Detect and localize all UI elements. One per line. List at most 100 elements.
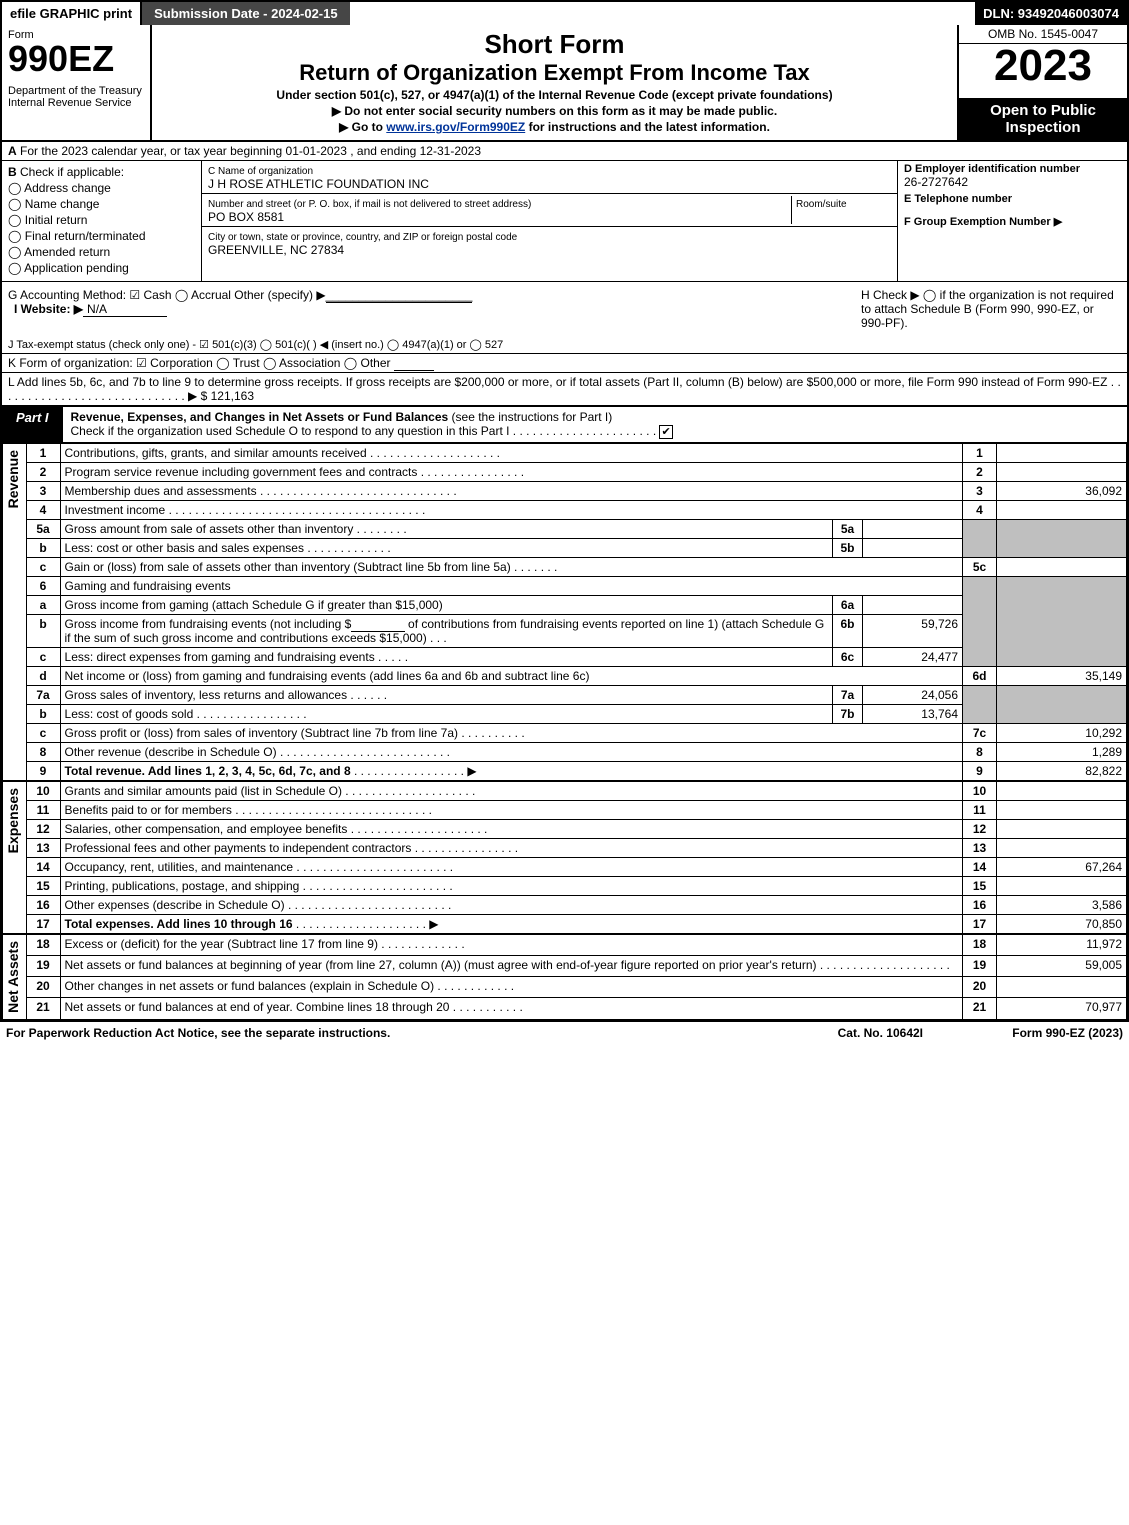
row-g-h: G Accounting Method: ☑ Cash ◯ Accrual Ot… xyxy=(2,281,1127,336)
topbar-spacer xyxy=(350,2,976,25)
d-lbl: D Employer identification number xyxy=(904,163,1121,175)
cb-final[interactable]: ◯ Final return/terminated xyxy=(8,229,195,243)
ln10-desc: Grants and similar amounts paid (list in… xyxy=(65,784,342,798)
cb-name[interactable]: ◯ Name change xyxy=(8,197,195,211)
ln19-r: 19 xyxy=(963,956,997,977)
section-b-to-f: B Check if applicable: ◯ Address change … xyxy=(2,161,1127,281)
ln5b-desc: Less: cost or other basis and sales expe… xyxy=(65,541,304,555)
ln5c-desc: Gain or (loss) from sale of assets other… xyxy=(65,560,511,574)
i-lbl: I Website: ▶ xyxy=(14,302,83,316)
header-middle: Short Form Return of Organization Exempt… xyxy=(152,25,957,140)
ln9-num: 9 xyxy=(26,761,60,780)
ln14-r: 14 xyxy=(963,857,997,876)
cb-address[interactable]: ◯ Address change xyxy=(8,181,195,195)
ln1-amt xyxy=(997,443,1127,462)
cb-amended[interactable]: ◯ Amended return xyxy=(8,245,195,259)
org-addr: PO BOX 8581 xyxy=(208,210,284,224)
ln6a-desc: Gross income from gaming (attach Schedul… xyxy=(60,595,832,614)
ln20-r: 20 xyxy=(963,977,997,998)
ln5b-m: 5b xyxy=(833,538,863,557)
room-lbl: Room/suite xyxy=(796,199,847,210)
ln7b-mv: 13,764 xyxy=(863,704,963,723)
ln20-num: 20 xyxy=(26,977,60,998)
ln3-desc: Membership dues and assessments xyxy=(65,484,257,498)
subtitle-ssn: ▶ Do not enter social security numbers o… xyxy=(158,104,951,118)
ln21-num: 21 xyxy=(26,998,60,1019)
ln6a-m: 6a xyxy=(833,595,863,614)
ln11-desc: Benefits paid to or for members xyxy=(65,803,232,817)
efile-label: efile GRAPHIC print xyxy=(2,2,142,25)
row-g: G Accounting Method: ☑ Cash ◯ Accrual Ot… xyxy=(8,288,861,330)
ln11-r: 11 xyxy=(963,800,997,819)
expenses-label: Expenses xyxy=(3,782,23,859)
ln13-num: 13 xyxy=(26,838,60,857)
schedule-o-checkbox[interactable] xyxy=(659,425,673,439)
ln5a-desc: Gross amount from sale of assets other t… xyxy=(65,522,354,536)
gray5a xyxy=(997,519,1127,557)
ln8-num: 8 xyxy=(26,742,60,761)
col-b: B Check if applicable: ◯ Address change … xyxy=(2,161,202,281)
irs-link[interactable]: www.irs.gov/Form990EZ xyxy=(386,120,525,134)
ln5c-amt xyxy=(997,557,1127,576)
ln8-r: 8 xyxy=(963,742,997,761)
ln21-amt: 70,977 xyxy=(997,998,1127,1019)
row-a-text: For the 2023 calendar year, or tax year … xyxy=(20,144,481,158)
gray7 xyxy=(963,685,997,723)
revenue-sidebar: Revenue xyxy=(2,443,26,781)
ln6c-m: 6c xyxy=(833,647,863,666)
netassets-section: Net Assets 18Excess or (deficit) for the… xyxy=(2,934,1127,1020)
ln4-amt xyxy=(997,500,1127,519)
ln4-num: 4 xyxy=(26,500,60,519)
form-header: Form 990EZ Department of the Treasury In… xyxy=(2,25,1127,142)
ln13-amt xyxy=(997,838,1127,857)
ln5a-m: 5a xyxy=(833,519,863,538)
part-i-chk-text: Check if the organization used Schedule … xyxy=(71,424,510,438)
ln6-desc: Gaming and fundraising events xyxy=(60,576,962,595)
g-blank[interactable]: ______________________ xyxy=(326,288,473,303)
cb-initial[interactable]: ◯ Initial return xyxy=(8,213,195,227)
ln6c-mv: 24,477 xyxy=(863,647,963,666)
l-text: L Add lines 5b, 6c, and 7b to line 9 to … xyxy=(8,375,1107,389)
row-j: J Tax-exempt status (check only one) - ☑… xyxy=(2,336,1127,354)
ln6c-num: c xyxy=(26,647,60,666)
cb-pending[interactable]: ◯ Application pending xyxy=(8,261,195,275)
ln18-amt: 11,972 xyxy=(997,934,1127,955)
ln21-r: 21 xyxy=(963,998,997,1019)
ln7c-desc: Gross profit or (loss) from sales of inv… xyxy=(65,726,458,740)
ln7a-num: 7a xyxy=(26,685,60,704)
subtitle-link: ▶ Go to www.irs.gov/Form990EZ for instru… xyxy=(158,120,951,134)
gray5 xyxy=(963,519,997,557)
g-text: G Accounting Method: ☑ Cash ◯ Accrual Ot… xyxy=(8,288,326,302)
c-addr-lbl: Number and street (or P. O. box, if mail… xyxy=(208,199,531,210)
ln7c-r: 7c xyxy=(963,723,997,742)
expenses-table: 10Grants and similar amounts paid (list … xyxy=(26,781,1127,934)
org-name: J H ROSE ATHLETIC FOUNDATION INC xyxy=(208,177,429,191)
expenses-section: Expenses 10Grants and similar amounts pa… xyxy=(2,781,1127,934)
gray7a xyxy=(997,685,1127,723)
ln3-r: 3 xyxy=(963,481,997,500)
ln12-amt xyxy=(997,819,1127,838)
public-inspection-badge: Open to Public Inspection xyxy=(959,98,1127,140)
netassets-label: Net Assets xyxy=(3,935,23,1019)
ln12-num: 12 xyxy=(26,819,60,838)
ln13-r: 13 xyxy=(963,838,997,857)
ln2-amt xyxy=(997,462,1127,481)
ln7b-desc: Less: cost of goods sold xyxy=(65,707,194,721)
ln9-amt: 82,822 xyxy=(997,761,1127,780)
ln17-num: 17 xyxy=(26,914,60,933)
ln5c-r: 5c xyxy=(963,557,997,576)
ln6d-desc: Net income or (loss) from gaming and fun… xyxy=(60,666,962,685)
part-i-sub: (see the instructions for Part I) xyxy=(452,410,613,424)
ln6b-pre: Gross income from fundraising events (no… xyxy=(65,617,352,631)
netassets-table: 18Excess or (deficit) for the year (Subt… xyxy=(26,934,1127,1020)
title-short-form: Short Form xyxy=(158,29,951,60)
c-city-box: City or town, state or province, country… xyxy=(202,227,897,259)
ln6d-r: 6d xyxy=(963,666,997,685)
revenue-table: 1Contributions, gifts, grants, and simil… xyxy=(26,443,1127,781)
ln5b-mv xyxy=(863,538,963,557)
ln13-desc: Professional fees and other payments to … xyxy=(65,841,412,855)
ln7a-mv: 24,056 xyxy=(863,685,963,704)
ln21-desc: Net assets or fund balances at end of ye… xyxy=(65,1000,450,1014)
ln6b-num: b xyxy=(26,614,60,647)
ln4-desc: Investment income xyxy=(65,503,166,517)
